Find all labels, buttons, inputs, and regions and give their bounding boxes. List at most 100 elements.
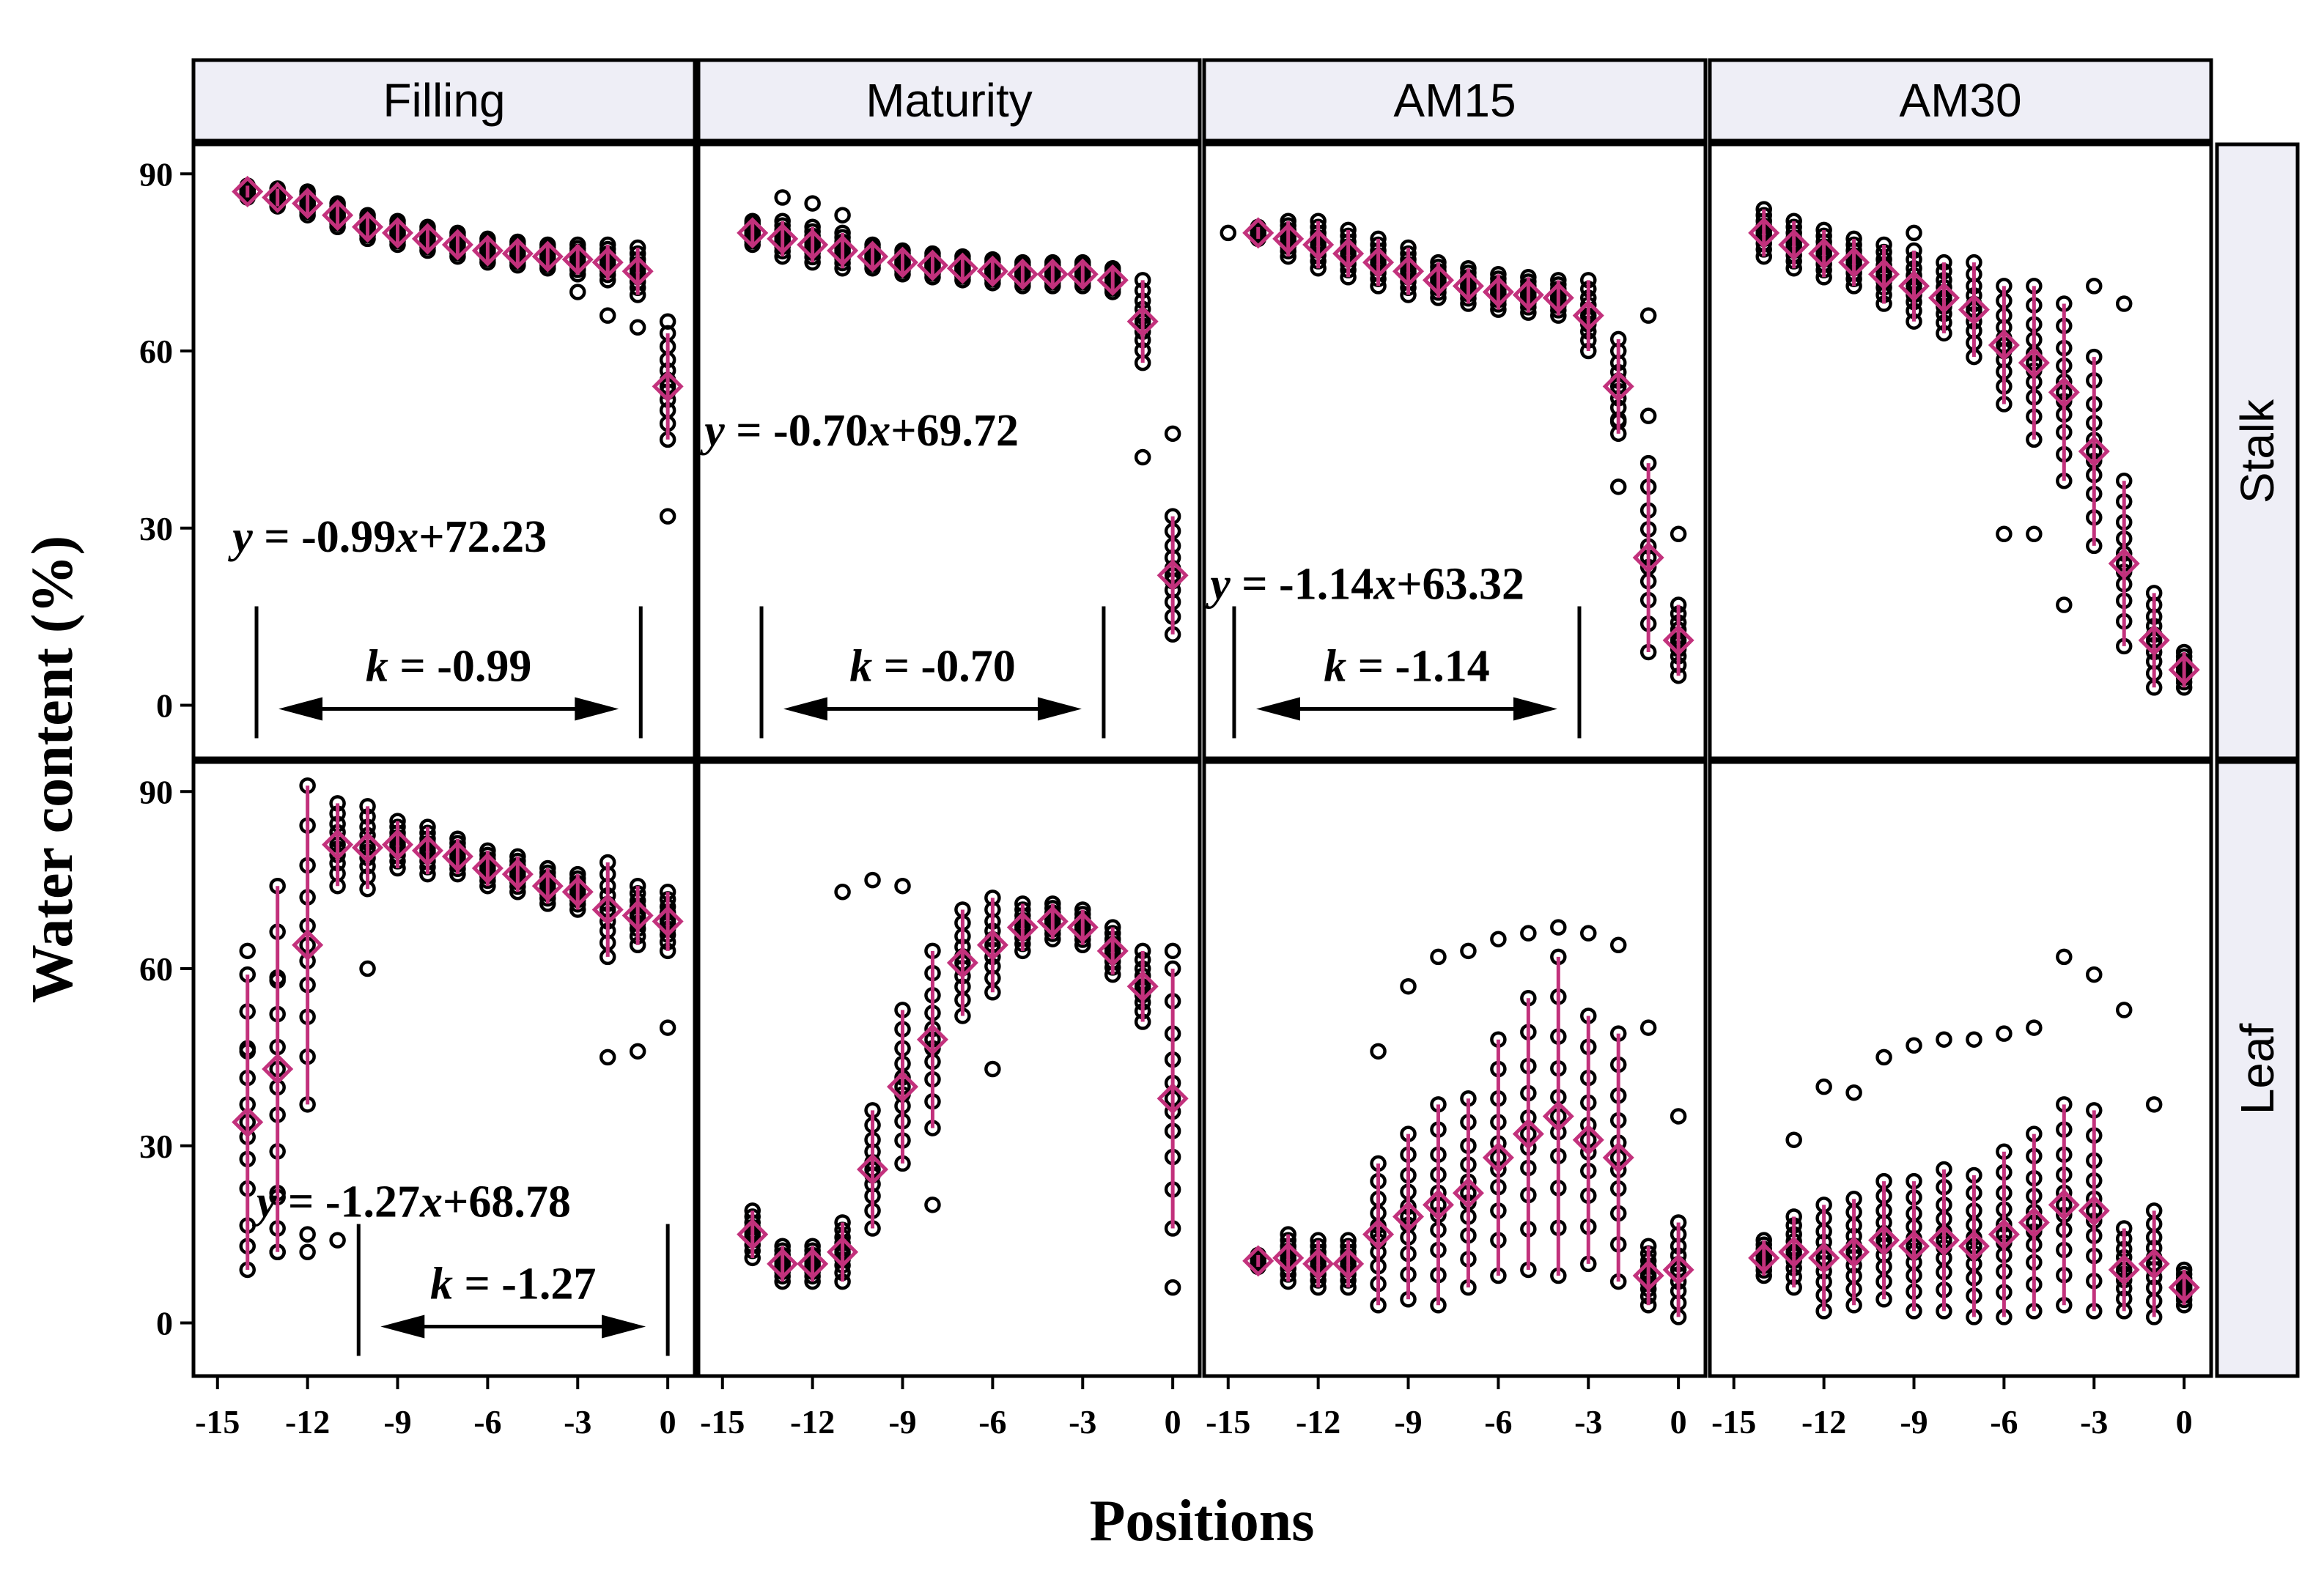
mean-marker bbox=[441, 229, 473, 261]
data-point bbox=[1936, 1031, 1952, 1048]
mean-marker bbox=[1482, 276, 1514, 308]
mean-marker bbox=[1362, 1219, 1395, 1251]
mean-marker bbox=[1897, 1230, 1930, 1262]
data-point bbox=[1400, 977, 1417, 995]
k-arrow-head-right bbox=[602, 1314, 646, 1339]
mean-marker bbox=[1542, 281, 1574, 314]
mean-marker bbox=[946, 947, 978, 979]
equation-x: x bbox=[419, 1177, 443, 1227]
mean-marker bbox=[1838, 246, 1870, 278]
x-tick-label: -9 bbox=[888, 1403, 916, 1441]
mean-marker bbox=[232, 175, 264, 207]
mean-marker bbox=[2138, 624, 2170, 657]
mean-marker bbox=[1868, 1224, 1900, 1257]
mean-marker bbox=[381, 829, 414, 861]
x-tick-label: -12 bbox=[285, 1403, 330, 1441]
mean-marker bbox=[916, 1024, 949, 1056]
k-symbol: k bbox=[849, 641, 872, 691]
mean-marker bbox=[292, 188, 324, 220]
mean-marker bbox=[1778, 229, 1810, 261]
data-point bbox=[834, 207, 851, 223]
data-point bbox=[299, 1243, 316, 1261]
mean-marker bbox=[827, 234, 859, 267]
row-strip bbox=[2215, 142, 2300, 761]
axes: 0 30 60 90 0 30 60 90 -15 -12 -9 -6 -3 0 -15 -12 -9 -6 -3 0… bbox=[139, 155, 2193, 1441]
data-point bbox=[659, 313, 676, 330]
y-axis-title: Water content (%) bbox=[21, 536, 85, 1003]
mean-marker bbox=[976, 929, 1008, 961]
mean-marker bbox=[232, 1106, 264, 1139]
regression-equation: y = -0.99x+72.23 bbox=[227, 512, 547, 562]
k-arrow-head-left bbox=[1255, 697, 1300, 721]
mean-marker bbox=[531, 870, 564, 902]
x-axis-title: Positions bbox=[1090, 1489, 1315, 1553]
mean-marker bbox=[561, 876, 594, 908]
panel-leaf-am15 bbox=[1202, 760, 1708, 1378]
mean-marker bbox=[1392, 1200, 1425, 1232]
mean-marker bbox=[886, 246, 919, 278]
x-tick-label: -3 bbox=[1069, 1403, 1096, 1441]
data-point bbox=[984, 1060, 1001, 1078]
data-point bbox=[629, 1043, 646, 1060]
mean-marker bbox=[1452, 270, 1484, 302]
mean-marker bbox=[1838, 1236, 1870, 1268]
mean-marker bbox=[1392, 255, 1425, 287]
mean-marker bbox=[1662, 1254, 1694, 1286]
data-point bbox=[1906, 224, 1922, 242]
mean-marker bbox=[1602, 370, 1634, 402]
mean-marker bbox=[1928, 281, 1960, 314]
mean-marker bbox=[2168, 1271, 2200, 1303]
data-point bbox=[774, 189, 791, 206]
mean-marker bbox=[1036, 258, 1069, 290]
panel-stalk-filling: y = -0.99x+72.23 k = -0.99 bbox=[191, 142, 697, 761]
mean-marker bbox=[1988, 329, 2020, 361]
data-point bbox=[834, 884, 851, 901]
data-point bbox=[569, 284, 586, 300]
mean-marker bbox=[1778, 1236, 1810, 1268]
equation-intercept: +69.72 bbox=[890, 406, 1019, 456]
mean-marker bbox=[501, 858, 534, 890]
mean-marker bbox=[471, 234, 503, 267]
mean-marker bbox=[857, 240, 889, 273]
k-value: = -0.70 bbox=[872, 641, 1015, 691]
x-tick-label: -9 bbox=[1394, 1403, 1422, 1441]
mean-marker bbox=[322, 199, 354, 232]
x-tick-label: -3 bbox=[2080, 1403, 2108, 1441]
column-strip-label: AM30 bbox=[1899, 74, 2021, 127]
mean-marker bbox=[827, 1236, 859, 1268]
panel-frame bbox=[1708, 760, 2213, 1378]
mean-marker bbox=[1572, 1124, 1604, 1156]
mean-marker bbox=[1958, 1230, 1990, 1262]
column-strip-label: Filling bbox=[383, 74, 505, 127]
data-point bbox=[1430, 948, 1447, 966]
x-tick-label: 0 bbox=[1670, 1403, 1687, 1441]
mean-marker bbox=[1096, 935, 1129, 967]
y-tick-label: 90 bbox=[139, 155, 173, 193]
regression-equation: y = -0.70x+69.72 bbox=[699, 406, 1019, 456]
mean-marker bbox=[1332, 1248, 1365, 1280]
data-point bbox=[1220, 224, 1237, 242]
mean-marker bbox=[1632, 1260, 1664, 1292]
mean-marker bbox=[352, 211, 384, 243]
mean-marker bbox=[1748, 217, 1780, 249]
x-tick-label: -6 bbox=[1484, 1403, 1512, 1441]
equation-intercept: +72.23 bbox=[418, 512, 547, 562]
mean-marker bbox=[1897, 270, 1930, 302]
mean-marker bbox=[2078, 435, 2110, 467]
data-point bbox=[659, 508, 676, 525]
data-point bbox=[1164, 942, 1181, 960]
x-tick-label: -9 bbox=[1900, 1403, 1928, 1441]
mean-marker bbox=[2048, 376, 2080, 408]
mean-marker bbox=[1006, 911, 1039, 944]
regression-equation: y = -1.27x+68.78 bbox=[251, 1177, 571, 1227]
data-point bbox=[2056, 948, 2073, 966]
data-point bbox=[1996, 1025, 2013, 1042]
data-point bbox=[1164, 1279, 1181, 1296]
x-tick-label: -15 bbox=[700, 1403, 745, 1441]
mean-marker bbox=[1157, 559, 1189, 591]
mean-marker bbox=[621, 255, 654, 287]
mean-marker bbox=[1272, 1242, 1305, 1274]
mean-marker bbox=[1808, 1242, 1840, 1274]
k-arrow-head-left bbox=[380, 1314, 425, 1339]
x-tick-label: -12 bbox=[1801, 1403, 1846, 1441]
